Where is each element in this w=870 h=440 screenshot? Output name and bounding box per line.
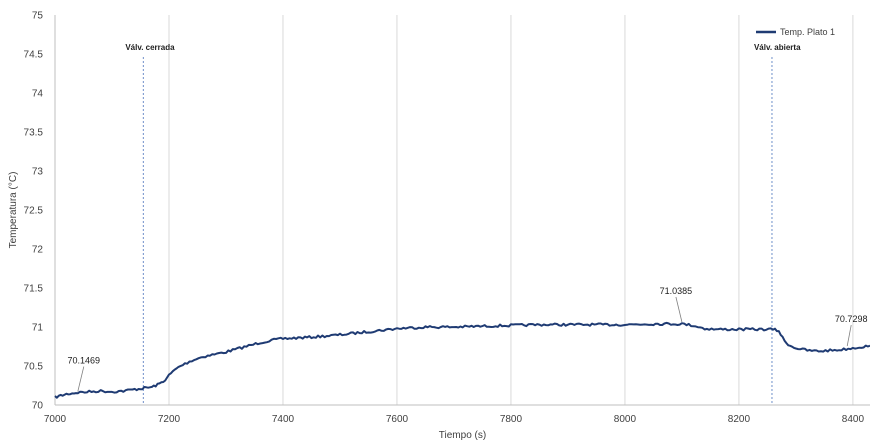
annotation-label: 70.1469 — [68, 356, 101, 366]
legend: Temp. Plato 1 — [756, 27, 835, 37]
event-label: Válv. abierta — [754, 43, 801, 52]
series-line-temp-plato-1 — [54, 321, 870, 399]
x-tick-label: 7800 — [500, 414, 523, 425]
x-tick-label: 7600 — [386, 414, 409, 425]
legend-label: Temp. Plato 1 — [780, 27, 835, 37]
x-tick-label: 7000 — [44, 414, 67, 425]
annotation-leader — [675, 296, 683, 323]
series-layer — [54, 321, 870, 399]
y-tick-label: 71.5 — [24, 284, 44, 295]
x-tick-label: 7400 — [272, 414, 295, 425]
y-tick-label: 73 — [32, 167, 44, 178]
axes: 7000 7200 7400 7600 7800 8000 8200 8400 70 70.5 71… — [24, 11, 870, 425]
y-tick-label: 72.5 — [24, 206, 44, 217]
event-markers: Válv. cerrada Válv. abierta — [125, 43, 801, 405]
y-tick-label: 74 — [32, 89, 44, 100]
x-tick-label: 8200 — [728, 414, 751, 425]
grid-layer — [54, 15, 854, 405]
annotation-leader — [846, 325, 852, 347]
y-axis-title: Temperatura (°C) — [8, 172, 19, 249]
annotations: 70.1469 71.0385 70.7298 — [68, 286, 868, 392]
x-tick-label: 8400 — [842, 414, 865, 425]
y-tick-label: 72 — [32, 245, 44, 256]
annotation-label: 70.7298 — [835, 314, 868, 324]
annotation-leader — [77, 366, 85, 392]
event-label: Válv. cerrada — [125, 43, 175, 52]
y-tick-label: 71 — [32, 323, 44, 334]
y-tick-label: 74.5 — [24, 50, 44, 61]
y-tick-label: 75 — [32, 11, 44, 22]
y-tick-label: 73.5 — [24, 128, 44, 139]
x-tick-label: 8000 — [614, 414, 637, 425]
y-tick-label: 70.5 — [24, 362, 44, 373]
x-axis-title: Tiempo (s) — [439, 430, 486, 440]
annotation-label: 71.0385 — [660, 286, 693, 296]
x-tick-label: 7200 — [158, 414, 181, 425]
y-tick-label: 70 — [32, 401, 44, 412]
